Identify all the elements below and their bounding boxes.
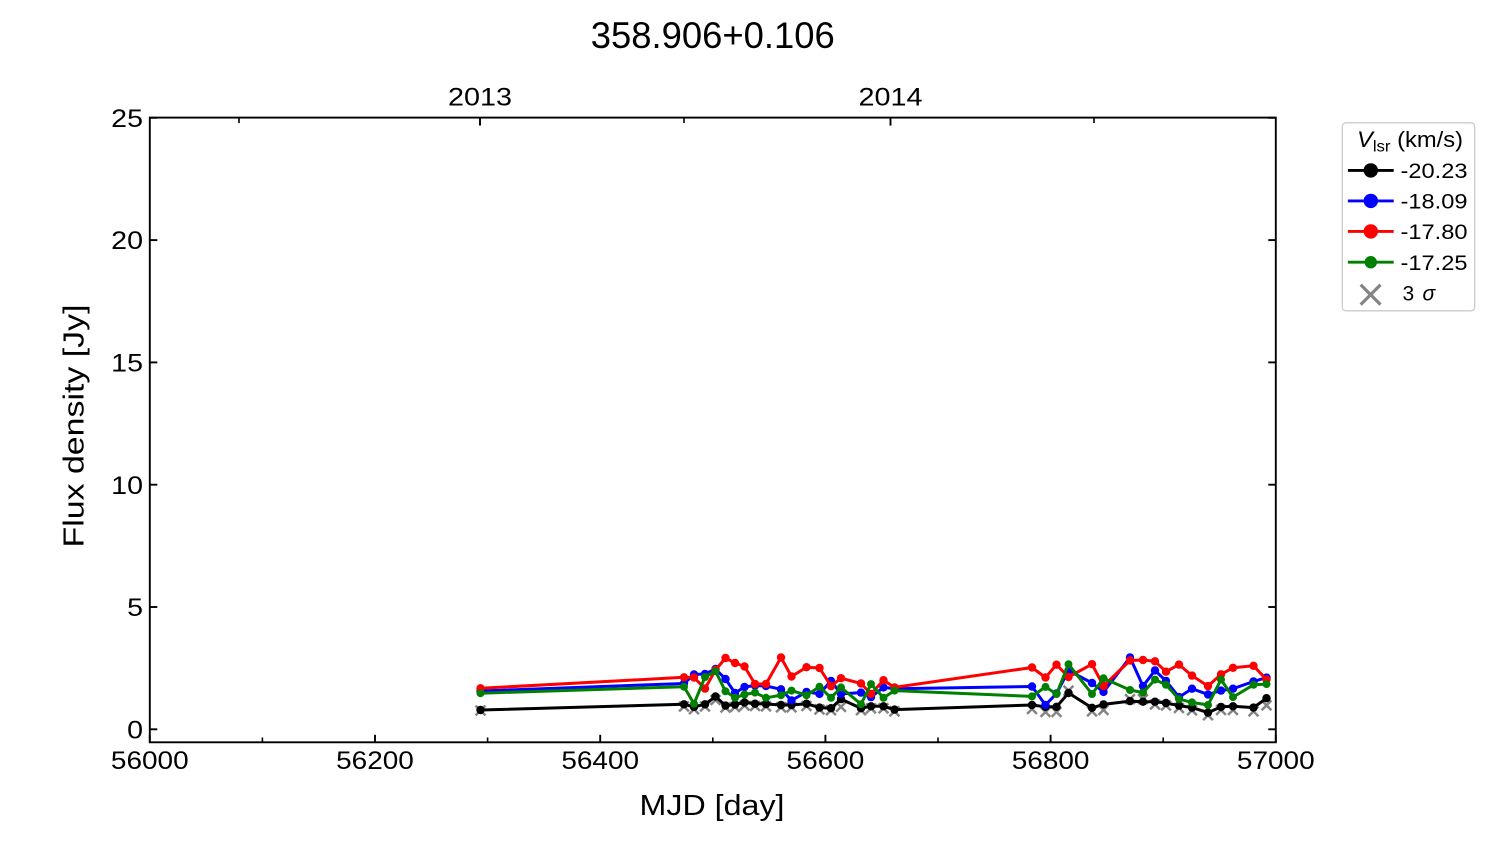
- svg-text:358.906+0.106: 358.906+0.106: [591, 15, 835, 56]
- svg-text:10: 10: [111, 472, 143, 500]
- svg-text:MJD [day]: MJD [day]: [640, 790, 785, 822]
- svg-text:Vlsr (km/s): Vlsr (km/s): [1357, 127, 1463, 156]
- svg-text:20: 20: [111, 227, 143, 255]
- svg-text:2014: 2014: [859, 84, 923, 112]
- svg-text:-18.09: -18.09: [1401, 190, 1468, 214]
- svg-text:-17.80: -17.80: [1401, 220, 1468, 244]
- svg-text:3 σ: 3 σ: [1403, 283, 1437, 306]
- svg-text:-17.25: -17.25: [1401, 251, 1468, 275]
- svg-text:56800: 56800: [1012, 747, 1090, 775]
- svg-text:56200: 56200: [336, 747, 414, 775]
- svg-text:56000: 56000: [111, 747, 189, 775]
- svg-text:Flux density [Jy]: Flux density [Jy]: [59, 305, 91, 548]
- svg-text:5: 5: [127, 594, 143, 622]
- svg-text:15: 15: [111, 350, 143, 378]
- svg-text:56400: 56400: [561, 747, 639, 775]
- svg-text:2013: 2013: [448, 84, 512, 112]
- svg-text:57000: 57000: [1237, 747, 1315, 775]
- svg-text:25: 25: [111, 105, 143, 133]
- svg-text:0: 0: [127, 716, 143, 744]
- svg-text:56600: 56600: [787, 747, 865, 775]
- svg-text:-20.23: -20.23: [1401, 159, 1468, 183]
